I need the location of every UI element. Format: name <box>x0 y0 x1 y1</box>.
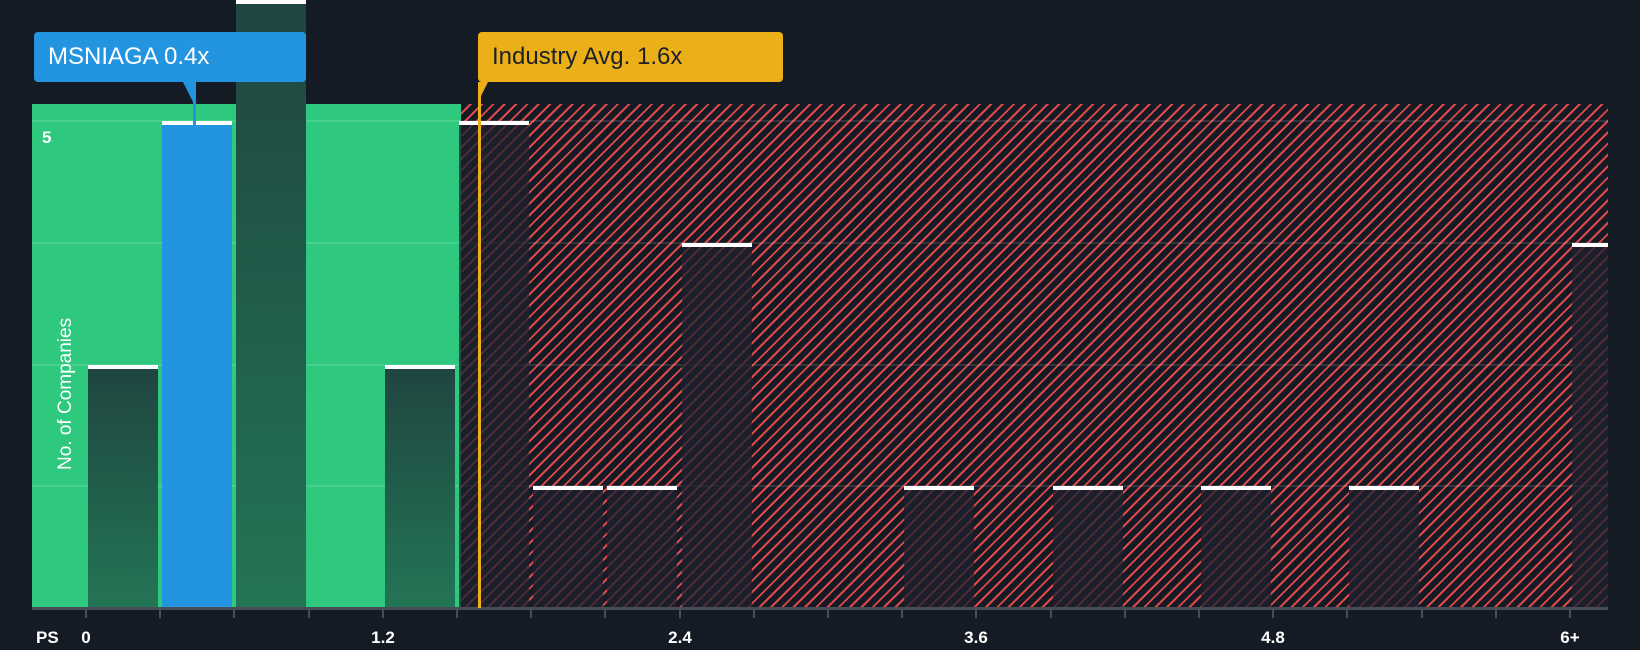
histogram-bar <box>384 364 455 608</box>
histogram-bar <box>459 121 529 608</box>
x-axis-title: PS <box>36 628 59 647</box>
x-tick <box>1569 608 1571 618</box>
x-tick-label: 6+ <box>1560 628 1580 647</box>
bar-cap <box>1201 486 1271 491</box>
histogram-bar <box>1572 242 1608 608</box>
bar-cap <box>1349 486 1420 491</box>
histogram-bar <box>1201 486 1271 608</box>
gridline <box>32 485 1608 487</box>
x-tick-label: 1.2 <box>371 628 395 647</box>
x-axis <box>32 607 1608 610</box>
x-tick <box>752 608 755 618</box>
x-tick <box>1198 608 1200 618</box>
x-tick <box>456 608 458 618</box>
x-tick <box>159 608 162 618</box>
company-callout-pointer <box>183 82 193 102</box>
histogram-bar <box>1052 486 1123 608</box>
x-tick <box>604 608 607 618</box>
x-tick <box>1494 608 1497 618</box>
x-tick <box>307 608 310 618</box>
x-tick-label: 2.4 <box>668 628 692 647</box>
x-tick <box>1272 608 1275 618</box>
bar-cap <box>904 486 975 491</box>
bar-cap <box>681 242 752 247</box>
x-tick <box>1420 608 1423 618</box>
x-tick <box>85 608 87 618</box>
company-marker-line <box>193 82 196 217</box>
bar-cap <box>88 364 158 369</box>
bar-cap <box>607 486 678 491</box>
x-tick <box>530 608 533 618</box>
bar-cap <box>1052 486 1123 491</box>
x-tick <box>678 608 681 618</box>
histogram-bar <box>681 242 752 608</box>
x-tick <box>1049 608 1052 618</box>
company-callout: MSNIAGA 0.4x <box>34 32 306 82</box>
x-tick <box>975 608 978 618</box>
histogram-bar <box>607 486 678 608</box>
industry-avg-line <box>478 82 481 608</box>
x-tick <box>827 608 829 618</box>
gridline <box>32 364 1608 366</box>
x-tick-label: 3.6 <box>964 628 988 647</box>
x-tick-label: 0 <box>81 628 91 647</box>
x-tick <box>1346 608 1349 618</box>
y-axis-title: No. of Companies <box>55 317 76 470</box>
histogram-bar <box>88 364 158 608</box>
bar-cap <box>236 0 307 4</box>
x-tick <box>901 608 904 618</box>
histogram-bar <box>904 486 975 608</box>
bar-cap <box>162 121 233 126</box>
gridline <box>32 120 1608 122</box>
gridline <box>32 242 1608 244</box>
histogram-bar <box>1349 486 1420 608</box>
bar-cap <box>1572 242 1608 247</box>
x-tick <box>1123 608 1126 618</box>
industry-callout-pointer <box>478 82 488 102</box>
histogram-bar <box>236 0 307 608</box>
x-tick-label: 4.8 <box>1261 628 1285 647</box>
x-tick <box>381 608 384 618</box>
bar-cap <box>459 121 529 126</box>
x-tick <box>233 608 236 618</box>
chart-plot-area <box>32 0 1608 608</box>
bar-cap <box>384 364 455 369</box>
histogram-bar <box>162 121 233 608</box>
histogram-bar <box>533 486 604 608</box>
bar-cap <box>533 486 604 491</box>
industry-avg-callout: Industry Avg. 1.6x <box>478 32 783 82</box>
y-tick-5: 5 <box>42 128 52 147</box>
